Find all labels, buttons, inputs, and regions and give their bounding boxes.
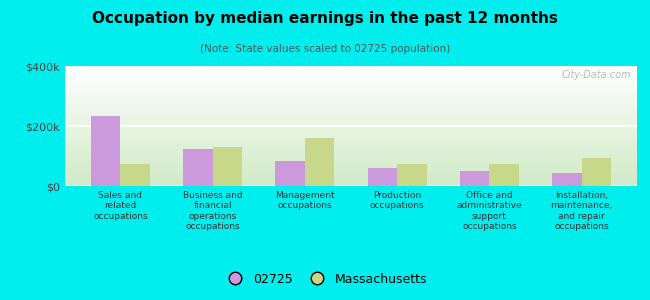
Text: City-Data.com: City-Data.com (562, 70, 631, 80)
Legend: 02725, Massachusetts: 02725, Massachusetts (218, 268, 432, 291)
Bar (368, 168, 397, 186)
Bar (305, 138, 334, 186)
Bar (91, 116, 120, 186)
Bar (552, 172, 582, 186)
Bar (183, 148, 213, 186)
Bar (460, 171, 489, 186)
Bar (489, 164, 519, 186)
Text: Occupation by median earnings in the past 12 months: Occupation by median earnings in the pas… (92, 11, 558, 26)
Bar (120, 164, 150, 186)
Bar (397, 164, 426, 186)
Bar (582, 158, 611, 186)
Bar (276, 160, 305, 186)
Text: (Note: State values scaled to 02725 population): (Note: State values scaled to 02725 popu… (200, 44, 450, 53)
Bar (213, 147, 242, 186)
